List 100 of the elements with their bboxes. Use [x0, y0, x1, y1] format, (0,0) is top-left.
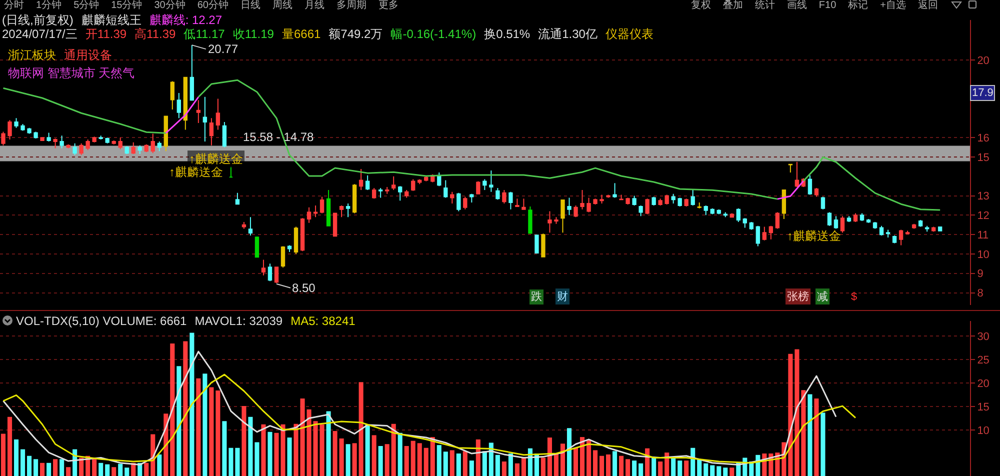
y-tick-label: 8: [977, 288, 984, 300]
candlestick: [814, 188, 819, 198]
bar: [7, 416, 12, 476]
bar: [704, 463, 708, 476]
candlestick: [280, 246, 286, 268]
text: 5分钟: [74, 0, 100, 11]
bar: [202, 374, 208, 476]
bar: [144, 462, 149, 476]
annotation: 仪器仪表: [605, 27, 654, 41]
candlestick: [202, 96, 208, 142]
candlestick: [834, 216, 838, 230]
bar: [222, 421, 227, 476]
y-tick-label: 20: [977, 378, 990, 390]
candlestick: [86, 139, 90, 151]
bar: [268, 432, 272, 476]
candlestick: [306, 206, 312, 224]
annotation: ↑麒麟送金: [169, 165, 223, 179]
candlestick: [150, 133, 155, 154]
candlestick: [508, 191, 513, 210]
bar: [476, 439, 480, 476]
bar: [34, 459, 38, 476]
candlestick: [768, 225, 774, 240]
bar: [14, 439, 19, 476]
bar: [398, 432, 402, 476]
line-series: [2, 87, 167, 134]
bar: [592, 450, 598, 476]
bar: [242, 406, 246, 476]
y-tick-label: 9: [977, 268, 984, 280]
candlestick: [489, 170, 494, 192]
candlestick: [183, 76, 188, 130]
annotation: 20.77: [208, 42, 238, 56]
candlestick: [450, 191, 454, 204]
bar: [112, 467, 116, 476]
annotation: 高11.39: [134, 27, 176, 41]
candlestick: [34, 131, 38, 140]
candlestick: [138, 144, 142, 155]
candlestick: [664, 194, 669, 205]
bar: [372, 435, 376, 476]
candlestick: [326, 189, 331, 226]
bar: [456, 454, 461, 476]
annotation: 换0.51%: [484, 27, 530, 41]
annotation: 额749.2万: [328, 27, 383, 41]
candlestick: [840, 216, 845, 234]
candlestick: [723, 212, 728, 218]
bar: [196, 378, 201, 476]
candlestick: [938, 226, 942, 232]
bar: [170, 344, 175, 476]
bar: [521, 458, 526, 476]
candlestick: [846, 216, 852, 222]
text: 日线: [240, 0, 260, 11]
bar: [326, 411, 331, 476]
candlestick: [8, 120, 12, 140]
candlestick: [912, 223, 916, 230]
bar: [346, 444, 350, 476]
candlestick: [190, 44, 194, 102]
candlestick: [482, 178, 487, 190]
candlestick: [66, 144, 70, 149]
candlestick: [209, 118, 214, 146]
candlestick: [853, 212, 858, 222]
bar: [540, 458, 546, 476]
candlestick: [176, 92, 181, 119]
bar: [560, 444, 566, 476]
bar: [716, 466, 722, 476]
text: F10: [818, 0, 836, 11]
bar: [124, 468, 130, 476]
bar: [710, 465, 715, 476]
bar: [391, 424, 396, 476]
bar: [502, 461, 506, 476]
candlestick: [808, 174, 812, 196]
text: 1分钟: [36, 0, 62, 11]
bar: [612, 451, 618, 476]
candlestick: [46, 132, 51, 142]
candlestick: [742, 218, 747, 228]
bar: [216, 390, 220, 476]
y-tick-label: 15: [977, 152, 990, 164]
candlestick: [79, 142, 84, 156]
candlestick: [261, 259, 266, 276]
annotation: ↑麒麟送金: [189, 152, 243, 166]
annotation: $: [851, 291, 858, 303]
bar: [320, 424, 324, 476]
candlestick: [92, 136, 96, 143]
candlestick: [424, 176, 428, 182]
candlestick: [27, 127, 32, 134]
annotation: ↑麒麟送金: [787, 229, 841, 243]
bar: [652, 458, 656, 476]
candlestick: [20, 123, 25, 132]
candlestick: [352, 184, 357, 214]
candlestick: [567, 197, 572, 216]
candlestick: [372, 188, 376, 200]
candlestick: [470, 193, 474, 204]
annotation: 通用设备: [64, 48, 112, 62]
candlestick: [456, 192, 461, 212]
candlestick: [788, 164, 793, 173]
text: 返回: [918, 0, 938, 11]
bar: [638, 463, 644, 476]
chart-subtitle: 麒麟短线王: [81, 13, 142, 27]
candlestick: [730, 212, 734, 218]
candlestick: [645, 198, 650, 215]
text: 30分钟: [154, 0, 186, 11]
annotation: 收11.19: [232, 27, 274, 41]
